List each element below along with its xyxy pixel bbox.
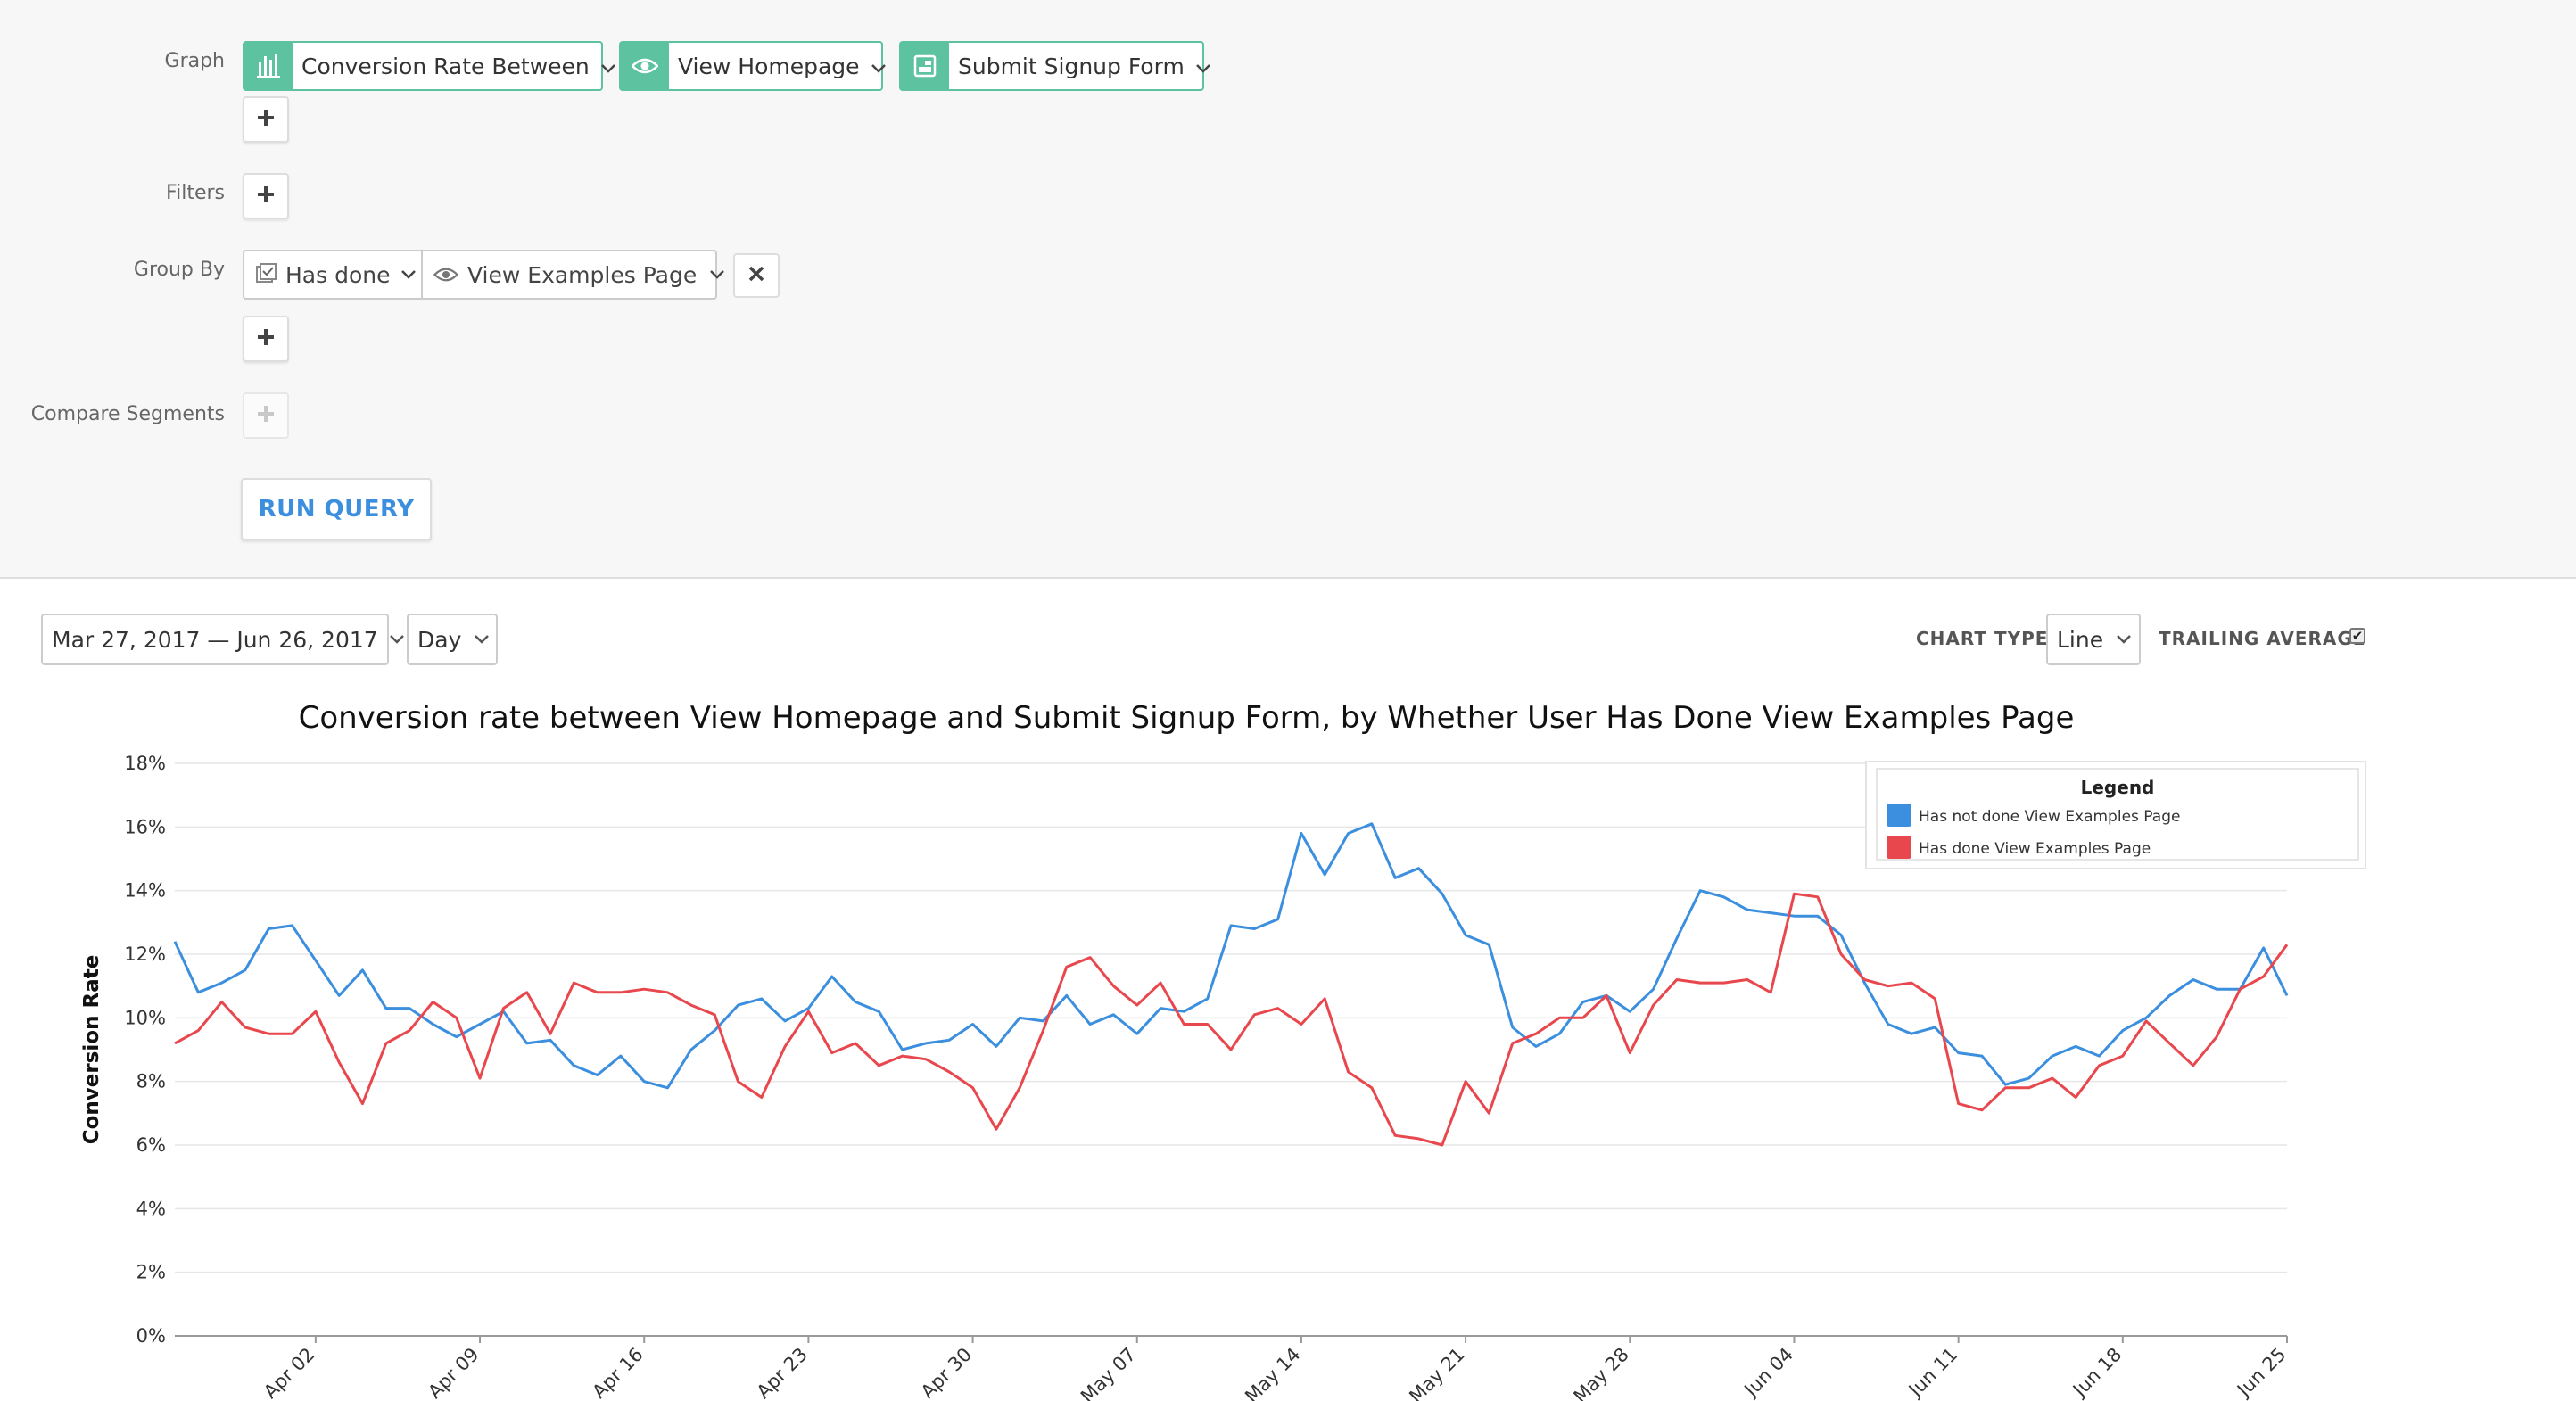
series-line-has-not-done (173, 822, 2289, 1090)
y-tick-label: 8% (136, 1071, 166, 1092)
conversion-chart: Conversion rate between View Homepage an… (80, 700, 2366, 1401)
add-graph-button[interactable] (243, 96, 289, 143)
start-event-selector[interactable]: View Homepage (619, 41, 886, 91)
start-event-label: View Homepage (678, 53, 860, 79)
group-by-selector: Has done View Examples Page (243, 250, 725, 300)
grid-lines (175, 762, 2287, 1337)
x-tick-label: Apr 09 (424, 1344, 483, 1401)
chevron-down-icon (2116, 634, 2132, 645)
plus-icon (256, 185, 276, 208)
signup-form-icon (901, 43, 949, 89)
chevron-down-icon (474, 634, 490, 645)
x-tick-label: Jun 11 (1903, 1344, 1961, 1401)
y-tick-label: 0% (136, 1325, 166, 1347)
run-query-button[interactable]: RUN QUERY (241, 478, 432, 540)
y-tick-label: 2% (136, 1262, 166, 1283)
x-tick-label: Jun 04 (1739, 1344, 1797, 1401)
trailing-average-label: TRAILING AVERAGE (2159, 628, 2366, 649)
chevron-down-icon (400, 269, 417, 280)
group-by-row-label: Group By (133, 259, 225, 281)
chart-type-select[interactable]: Line (2046, 614, 2141, 665)
y-tick-label: 14% (124, 880, 166, 902)
series-line-has-done (174, 892, 2289, 1147)
x-axis-ticks: Apr 02 Apr 09 Apr 16 Apr 23 Apr 30 May 07 May … (260, 1336, 2291, 1401)
x-tick-label: Apr 02 (260, 1344, 318, 1401)
chevron-down-icon (389, 634, 405, 645)
bar-chart-icon (244, 43, 293, 89)
date-range-picker[interactable]: Mar 27, 2017 — Jun 26, 2017 (41, 614, 404, 665)
checklist-icon (255, 263, 278, 286)
y-tick-label: 6% (136, 1134, 166, 1156)
x-tick-label: May 14 (1241, 1344, 1304, 1401)
remove-group-by-button[interactable] (733, 253, 780, 298)
x-tick-label: May 21 (1405, 1344, 1468, 1401)
x-tick-label: Jun 25 (2232, 1344, 2290, 1401)
chart-title: Conversion rate between View Homepage an… (299, 700, 2075, 736)
plus-icon (256, 108, 276, 131)
chevron-down-icon (709, 269, 725, 280)
x-tick-label: May 07 (1077, 1344, 1140, 1401)
add-group-by-button[interactable] (243, 316, 289, 362)
trailing-average-checkbox[interactable]: ✔ (2349, 628, 2365, 644)
legend-label-has-done: Has done View Examples Page (1919, 840, 2151, 858)
legend-swatch-has-done (1887, 836, 1911, 859)
series-lines (173, 822, 2289, 1147)
end-event-label: Submit Signup Form (958, 53, 1185, 79)
group-by-event-label: View Examples Page (467, 261, 698, 288)
eye-icon (433, 267, 458, 283)
legend-box (1865, 761, 2366, 869)
y-tick-label: 18% (124, 753, 166, 774)
y-axis-title: Conversion Rate (80, 955, 103, 1145)
legend-title: Legend (2081, 777, 2155, 798)
group-by-condition-label: Has done (285, 261, 391, 288)
y-tick-label: 4% (136, 1198, 166, 1219)
x-tick-label: Apr 16 (588, 1344, 647, 1401)
chevron-down-icon (600, 54, 616, 79)
date-range-value: Mar 27, 2017 — Jun 26, 2017 (52, 626, 378, 653)
x-tick-label: Apr 23 (753, 1344, 812, 1401)
metric-selector[interactable]: Conversion Rate Between (243, 41, 615, 91)
interval-select[interactable]: Day (407, 614, 498, 665)
legend-inner-box (1876, 768, 2359, 861)
y-tick-label: 12% (124, 944, 166, 965)
chart-legend: Legend Has not done View Examples Page H… (1865, 761, 2366, 869)
group-by-condition-dropdown[interactable]: Has done (244, 251, 423, 298)
legend-swatch-has-not-done (1887, 804, 1911, 827)
add-filter-button[interactable] (243, 173, 289, 219)
interval-value: Day (417, 626, 462, 653)
y-axis-ticks: 0% 2% 4% 6% 8% 10% 12% 14% 16% 18% (124, 753, 166, 1347)
compare-segments-row-label: Compare Segments (30, 403, 225, 425)
eye-icon (621, 43, 669, 89)
query-builder-panel: Graph Conversion Rate Between View Homep… (0, 0, 2576, 579)
chart-type-label: CHART TYPE (1916, 628, 2049, 649)
x-tick-label: Apr 30 (917, 1344, 976, 1401)
x-tick-label: Jun 18 (2068, 1344, 2126, 1401)
close-icon (747, 265, 765, 286)
chart-type-value: Line (2057, 626, 2104, 653)
end-event-selector[interactable]: Submit Signup Form (899, 41, 1210, 91)
add-segment-button[interactable] (243, 392, 289, 439)
group-by-event-dropdown[interactable]: View Examples Page (423, 251, 736, 298)
metric-label: Conversion Rate Between (301, 53, 590, 79)
graph-row-label: Graph (164, 50, 225, 72)
chevron-down-icon (871, 54, 887, 79)
filters-row-label: Filters (166, 182, 225, 204)
chevron-down-icon (1195, 54, 1211, 79)
plus-icon (256, 327, 276, 350)
x-tick-label: May 28 (1570, 1344, 1633, 1401)
y-tick-label: 10% (124, 1007, 166, 1028)
plus-icon (256, 404, 276, 427)
y-tick-label: 16% (124, 816, 166, 837)
legend-label-has-not-done: Has not done View Examples Page (1919, 808, 2180, 826)
